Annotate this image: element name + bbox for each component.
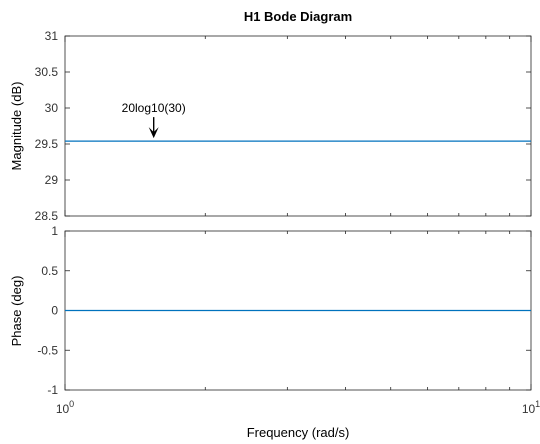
annotation-label: 20log10(30) <box>122 101 186 115</box>
phase-ytick-label: 1 <box>51 224 58 238</box>
magnitude-ytick-label: 29.5 <box>35 137 59 151</box>
annotation-arrow-head <box>148 127 159 139</box>
phase-panel: -1 -0.5 0 0.5 1 Phase (deg) <box>9 224 532 397</box>
magnitude-ytick-label: 28.5 <box>35 209 59 223</box>
magnitude-ytick-label: 30.5 <box>35 65 59 79</box>
phase-ytick-label: -1 <box>47 383 58 397</box>
magnitude-ytick-label: 29 <box>45 173 59 187</box>
phase-ytick-label: 0 <box>51 304 58 318</box>
chart-title: H1 Bode Diagram <box>244 9 352 24</box>
magnitude-ticks: 28.5 29 29.5 30 30.5 31 <box>35 29 532 223</box>
frequency-axis: 100 101 <box>56 399 540 416</box>
magnitude-axis-label: Magnitude (dB) <box>9 82 24 171</box>
xtick-label-last: 101 <box>522 399 540 416</box>
xtick-label-first: 100 <box>56 399 74 416</box>
magnitude-ytick-label: 31 <box>45 29 59 43</box>
magnitude-panel: 28.5 29 29.5 30 30.5 31 20log10(30) Magnitude… <box>9 29 532 223</box>
magnitude-annotation: 20log10(30) <box>122 101 186 139</box>
xtick-exponent: 0 <box>69 399 74 409</box>
magnitude-plot-area <box>64 35 532 217</box>
phase-axis-label: Phase (deg) <box>9 276 24 347</box>
phase-ticks: -1 -0.5 0 0.5 1 <box>37 224 532 397</box>
xtick-exponent: 1 <box>535 399 540 409</box>
phase-ytick-label: -0.5 <box>37 343 58 357</box>
frequency-axis-label: Frequency (rad/s) <box>247 425 350 440</box>
magnitude-ytick-label: 30 <box>45 101 59 115</box>
phase-ytick-label: 0.5 <box>41 264 58 278</box>
